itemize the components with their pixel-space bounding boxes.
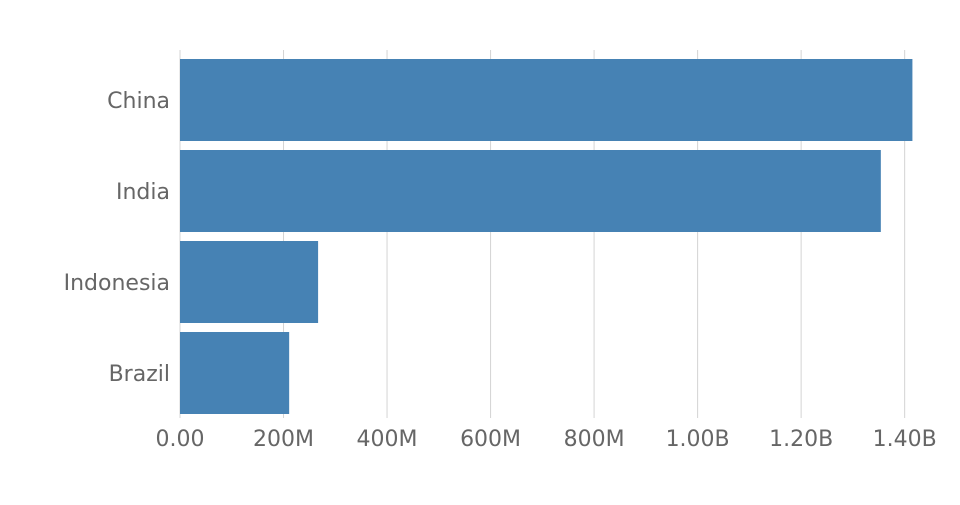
x-axis-tick-labels: 0.00 200M 400M 600M 800M 1.00B 1.20B 1.40B bbox=[156, 427, 937, 452]
x-tick-label: 0.00 bbox=[156, 427, 205, 452]
category-label: Brazil bbox=[109, 362, 170, 387]
x-tick-label: 1.20B bbox=[769, 427, 833, 452]
x-tick-label: 600M bbox=[460, 427, 521, 452]
category-label: China bbox=[107, 89, 170, 114]
x-tick-label: 1.40B bbox=[873, 427, 937, 452]
x-tick-label: 400M bbox=[357, 427, 418, 452]
bar-layer bbox=[180, 59, 913, 414]
x-tick-label: 1.00B bbox=[666, 427, 730, 452]
category-labels: China India Indonesia Brazil bbox=[64, 89, 170, 387]
x-tick-label: 800M bbox=[564, 427, 625, 452]
bar bbox=[180, 150, 881, 232]
category-label: India bbox=[116, 180, 170, 205]
bar bbox=[180, 332, 290, 414]
x-tick-label: 200M bbox=[253, 427, 314, 452]
bar bbox=[180, 241, 319, 323]
bar bbox=[180, 59, 913, 141]
category-label: Indonesia bbox=[64, 271, 170, 296]
